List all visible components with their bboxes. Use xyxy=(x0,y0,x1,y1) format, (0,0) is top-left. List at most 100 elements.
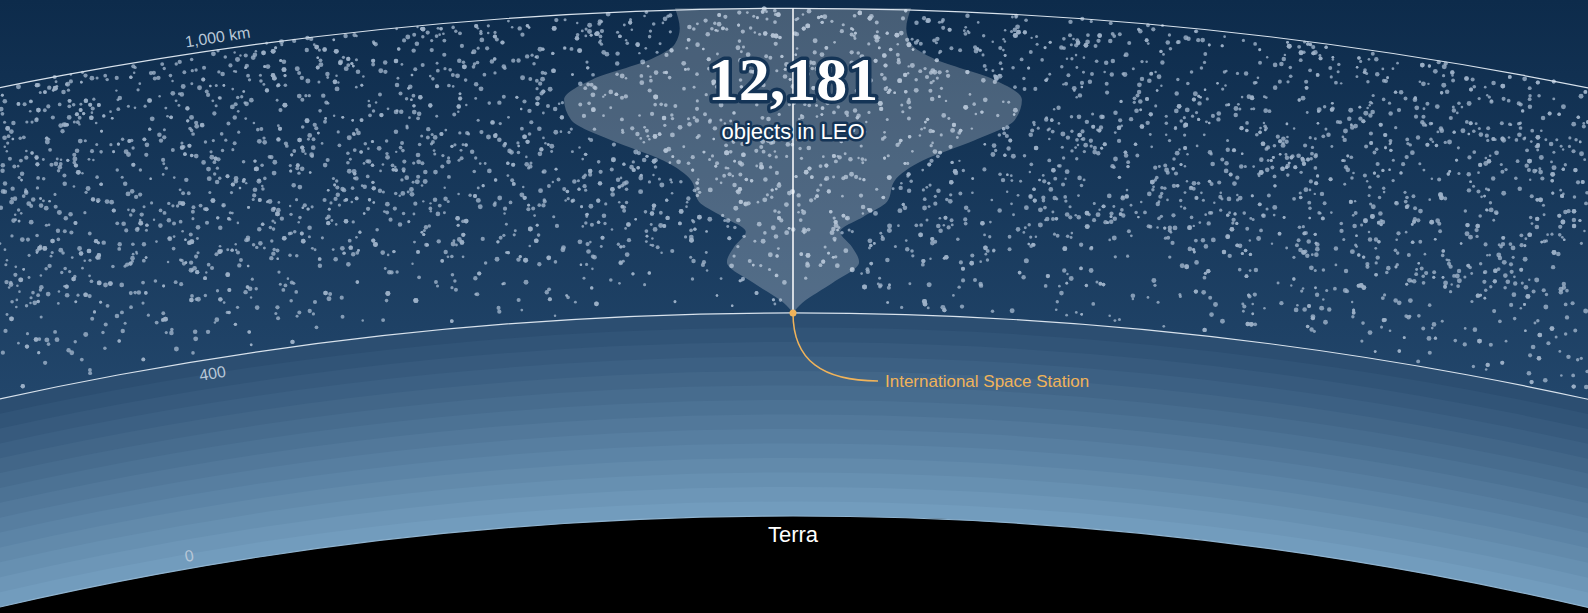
debris-dot xyxy=(174,347,179,352)
debris-dot xyxy=(1375,147,1378,150)
debris-dot xyxy=(271,251,275,255)
debris-dot xyxy=(196,251,199,254)
debris-dot xyxy=(321,142,324,145)
debris-dot xyxy=(292,149,296,153)
debris-dot xyxy=(576,33,580,37)
debris-dot xyxy=(261,185,264,188)
debris-dot xyxy=(1224,161,1229,166)
debris-dot xyxy=(1457,278,1462,283)
debris-dot xyxy=(1527,371,1532,376)
debris-dot xyxy=(385,210,389,214)
debris-dot xyxy=(1238,268,1242,272)
debris-dot xyxy=(330,219,333,222)
debris-dot xyxy=(56,229,60,233)
debris-dot xyxy=(145,229,148,232)
debris-dot xyxy=(191,351,195,355)
debris-dot xyxy=(499,236,503,240)
debris-dot xyxy=(1010,179,1013,182)
debris-dot xyxy=(1245,227,1249,231)
debris-dot xyxy=(562,187,566,191)
debris-dot xyxy=(1160,60,1164,64)
debris-dot xyxy=(1563,210,1568,215)
debris-dot xyxy=(1410,150,1415,155)
debris-dot xyxy=(1501,191,1506,196)
debris-dot xyxy=(1349,155,1353,159)
debris-dot xyxy=(1583,230,1586,233)
debris-dot xyxy=(922,16,926,20)
debris-dot xyxy=(1019,180,1022,183)
debris-dot xyxy=(1028,132,1033,137)
debris-dot xyxy=(525,54,529,58)
debris-dot xyxy=(951,223,954,226)
debris-dot xyxy=(1579,94,1584,99)
debris-dot xyxy=(171,80,173,82)
debris-dot xyxy=(260,163,264,167)
debris-dot xyxy=(1491,176,1495,180)
debris-dot xyxy=(1564,163,1567,166)
debris-dot xyxy=(1314,193,1316,195)
debris-dot xyxy=(40,315,43,318)
debris-dot xyxy=(1132,298,1134,300)
debris-dot xyxy=(155,321,159,325)
debris-dot xyxy=(1306,239,1310,243)
debris-dot xyxy=(1494,210,1499,215)
debris-dot xyxy=(1351,301,1353,303)
debris-dot xyxy=(1098,209,1100,211)
debris-dot xyxy=(1407,253,1411,257)
debris-dot xyxy=(258,241,263,246)
debris-dot xyxy=(426,30,430,34)
debris-dot xyxy=(172,247,176,251)
debris-dot xyxy=(611,228,614,231)
debris-dot xyxy=(470,149,474,153)
debris-dot xyxy=(220,132,224,136)
debris-dot xyxy=(10,186,14,190)
debris-dot xyxy=(1516,159,1520,163)
debris-dot xyxy=(1555,138,1558,141)
debris-dot xyxy=(243,290,247,294)
debris-dot xyxy=(83,211,86,214)
debris-dot xyxy=(923,197,927,201)
debris-dot xyxy=(1307,201,1311,205)
debris-dot xyxy=(381,318,385,322)
debris-dot xyxy=(1532,289,1536,293)
debris-dot xyxy=(1244,165,1247,168)
debris-dot xyxy=(413,202,417,206)
debris-dot xyxy=(191,69,194,72)
debris-dot xyxy=(535,79,539,83)
debris-dot xyxy=(1542,204,1545,207)
debris-dot xyxy=(127,105,130,108)
debris-dot xyxy=(1405,155,1409,159)
debris-dot xyxy=(656,51,659,54)
debris-dot xyxy=(1060,132,1065,137)
debris-dot xyxy=(506,174,509,177)
debris-dot xyxy=(1074,146,1077,149)
debris-dot xyxy=(1441,254,1445,258)
debris-dot xyxy=(898,186,902,190)
debris-dot xyxy=(474,293,477,296)
debris-dot xyxy=(134,107,137,110)
debris-dot xyxy=(1385,271,1389,275)
debris-dot xyxy=(1325,289,1328,292)
debris-dot xyxy=(1478,214,1482,218)
debris-dot xyxy=(1277,282,1280,285)
debris-dot xyxy=(1113,216,1117,220)
debris-dot xyxy=(1083,150,1086,153)
debris-dot xyxy=(1442,74,1445,77)
debris-dot xyxy=(552,181,554,183)
debris-dot xyxy=(9,129,14,134)
debris-dot xyxy=(326,158,330,162)
debris-dot xyxy=(840,231,844,235)
debris-dot xyxy=(1170,241,1174,245)
debris-dot xyxy=(1494,150,1499,155)
debris-dot xyxy=(48,224,51,227)
debris-dot xyxy=(669,30,672,33)
debris-dot xyxy=(1134,108,1139,113)
debris-dot xyxy=(458,131,461,134)
debris-dot xyxy=(499,122,502,125)
debris-dot xyxy=(1113,319,1116,322)
debris-dot xyxy=(1326,133,1331,138)
debris-dot xyxy=(638,189,643,194)
debris-dot xyxy=(1238,196,1243,201)
debris-dot xyxy=(599,170,603,174)
debris-dot xyxy=(1508,136,1511,139)
